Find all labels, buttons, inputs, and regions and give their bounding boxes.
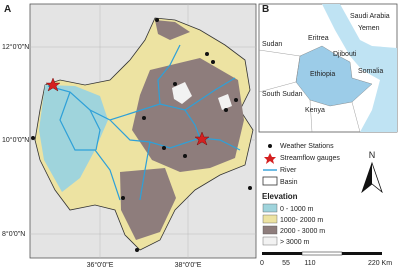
country: Kenya: [305, 107, 325, 114]
highland: [120, 168, 176, 240]
panel-label: A: [4, 4, 11, 15]
legend-swatch: [262, 203, 278, 213]
country: Somalia: [358, 68, 383, 75]
scale-label: 220 Km: [368, 260, 392, 267]
country: Ethiopia: [310, 71, 335, 78]
legend-swatch: [262, 214, 278, 224]
lat-label: 12°0'0"N: [2, 43, 29, 51]
legend-gauge-symbol: [264, 153, 276, 164]
scale-label: 110: [304, 260, 315, 267]
weather-stations: [31, 18, 252, 252]
north-label: N: [369, 150, 376, 160]
scale-label: 0: [260, 260, 264, 267]
legend-label: Streamflow gauges: [280, 155, 340, 162]
legend-label: 1000- 2000 m: [280, 217, 323, 224]
scale-label: 55: [282, 260, 290, 267]
highland: [155, 20, 190, 40]
panel-label: B: [262, 4, 269, 15]
legend-label: Weather Stations: [280, 143, 334, 150]
lon-label: 36°0'0"E: [87, 261, 114, 269]
country: Sudan: [262, 41, 282, 48]
lon-label: 38°0'0"E: [175, 261, 202, 269]
river: [47, 44, 241, 201]
legend-label: > 3000 m: [280, 239, 310, 246]
legend-basin-symbol: [262, 176, 278, 186]
sea: [322, 4, 397, 132]
streamflow-gauges: [45, 77, 210, 146]
legend-label: 2000 - 3000 m: [280, 228, 325, 235]
legend-swatch: [262, 236, 278, 246]
legend-label: 0 - 1000 m: [280, 206, 314, 213]
legend-label: Basin: [280, 179, 298, 186]
country: Yemen: [358, 25, 380, 32]
lat-label: 8°0'0"N: [2, 230, 25, 238]
country: Djibouti: [333, 51, 357, 58]
country: Eritrea: [308, 35, 329, 42]
legend-title: Elevation: [262, 192, 298, 201]
legend-label: River: [280, 167, 297, 174]
legend-station-symbol: [268, 144, 272, 148]
borders: [258, 49, 361, 133]
lat-label: 10°0'0"N: [2, 136, 29, 144]
legend-swatch: [262, 225, 278, 235]
country: Saudi Arabia: [350, 13, 390, 20]
country: South Sudan: [262, 91, 303, 98]
ethiopia: [295, 45, 373, 107]
scale-bar: [262, 251, 382, 256]
peak: [172, 82, 192, 104]
peak: [218, 94, 232, 110]
north-arrow-fill: [362, 163, 372, 192]
